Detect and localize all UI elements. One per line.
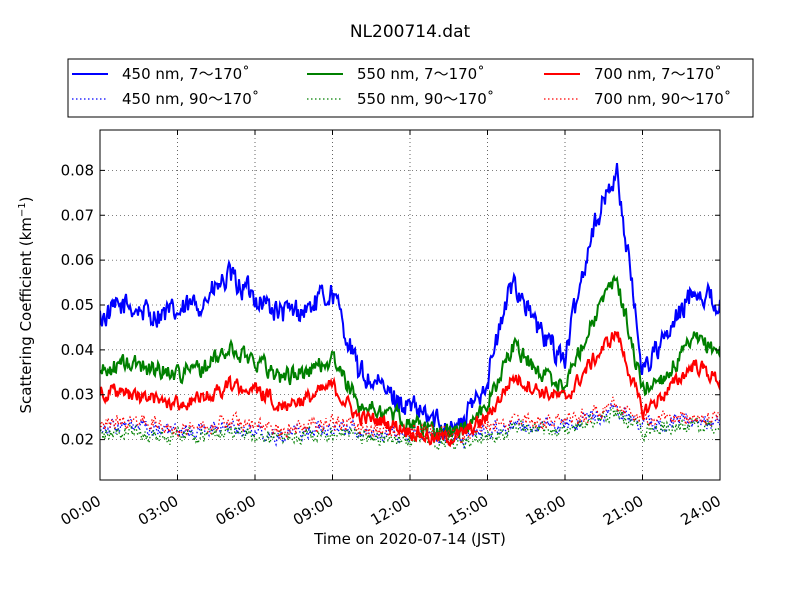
- series-line: [100, 407, 720, 452]
- y-tick-label: 0.04: [61, 341, 94, 359]
- legend-label: 700 nm, 90～170˚: [594, 90, 731, 108]
- y-axis-label-unit-exponent: −1: [17, 202, 28, 217]
- y-tick-label: 0.06: [61, 251, 94, 269]
- x-tick-label: 09:00: [290, 492, 336, 529]
- series-line: [100, 162, 720, 438]
- legend-label: 550 nm, 90～170˚: [357, 90, 494, 108]
- x-tick-label: 15:00: [445, 492, 491, 529]
- y-tick-labels: 0.02 0.03 0.04 0.05 0.06 0.07 0.08: [61, 161, 94, 448]
- y-tick-label: 0.05: [61, 296, 94, 314]
- y-tick-label: 0.07: [61, 206, 94, 224]
- series-line: [100, 330, 720, 448]
- y-axis-label: Scattering Coefficient (km−1): [17, 196, 35, 413]
- x-tick-labels: 00:00 03:00 06:00 09:00 12:00 15:00 18:00 21:00…: [58, 492, 724, 529]
- tick-layer: [99, 130, 721, 480]
- x-tick-label: 00:00: [58, 492, 104, 529]
- series-line: [100, 396, 720, 445]
- y-tick-label: 0.03: [61, 386, 94, 404]
- y-axis-label-close: ): [17, 196, 35, 202]
- legend-label: 700 nm, 7～170˚: [594, 65, 722, 83]
- chart-title: NL200714.dat: [350, 22, 471, 42]
- legend-items: 450 nm, 7～170˚ 450 nm, 90～170˚ 550 nm, 7～1…: [72, 65, 731, 108]
- y-axis-label-main: Scattering Coefficient (km: [17, 217, 35, 413]
- x-tick-label: 24:00: [678, 492, 724, 529]
- x-tick-label: 12:00: [368, 492, 414, 529]
- x-tick-label: 06:00: [213, 492, 259, 529]
- legend-label: 450 nm, 7～170˚: [122, 65, 250, 83]
- x-tick-label: 21:00: [600, 492, 646, 529]
- legend-label: 550 nm, 7～170˚: [357, 65, 485, 83]
- legend: 450 nm, 7～170˚ 450 nm, 90～170˚ 550 nm, 7～1…: [67, 58, 754, 118]
- x-tick-label: 03:00: [135, 492, 181, 529]
- series-layer: [100, 162, 720, 452]
- legend-label: 450 nm, 90～170˚: [122, 90, 259, 108]
- x-axis-label: Time on 2020-07-14 (JST): [313, 530, 506, 548]
- x-tick-label: 18:00: [523, 492, 569, 529]
- y-tick-label: 0.08: [61, 161, 94, 179]
- y-tick-label: 0.02: [61, 431, 94, 449]
- legend-box: [67, 58, 754, 118]
